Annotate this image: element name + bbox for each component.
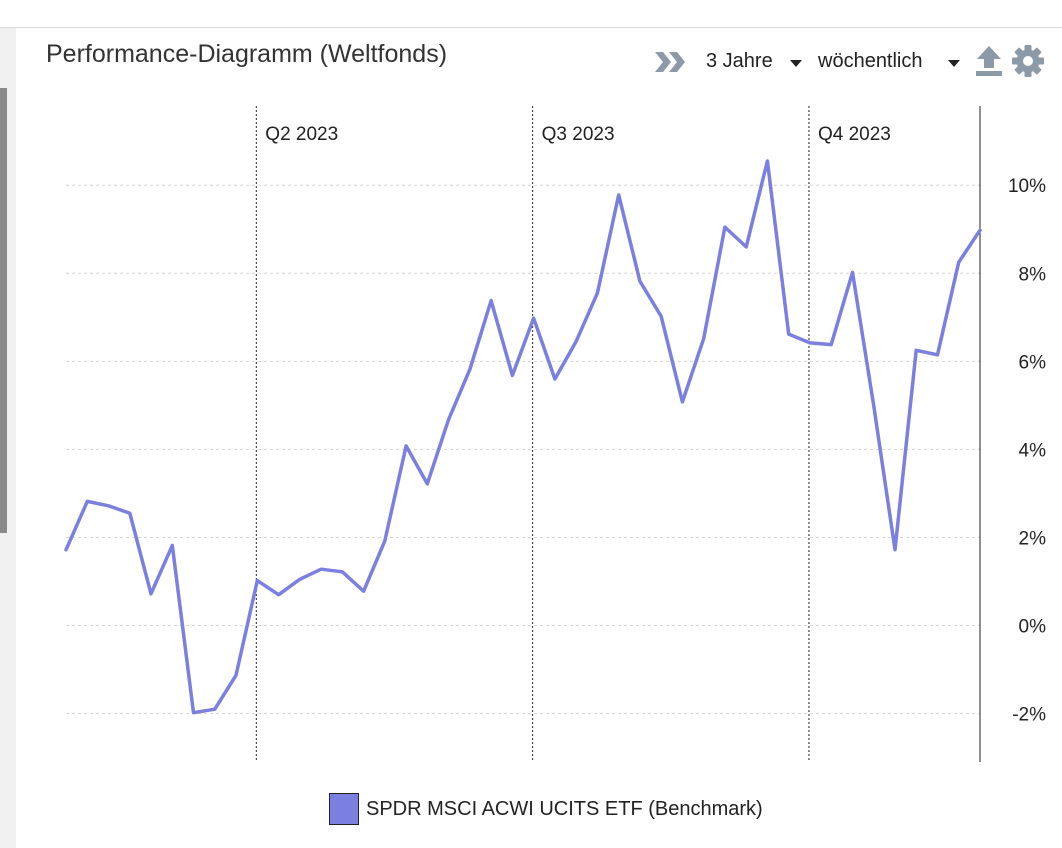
- chevron-down-icon: [790, 60, 802, 67]
- data-point: [723, 225, 727, 229]
- data-point: [383, 539, 387, 543]
- data-point: [425, 482, 429, 486]
- x-tick-label: Q4 2023: [818, 124, 891, 145]
- data-point: [128, 511, 132, 515]
- data-point: [532, 316, 536, 320]
- data-point: [298, 577, 302, 581]
- interval-dropdown-value: wöchentlich: [818, 50, 923, 72]
- data-point: [595, 291, 599, 295]
- data-point: [149, 592, 153, 596]
- data-point: [510, 373, 514, 377]
- data-point: [234, 673, 238, 677]
- y-tick-label: 4%: [1019, 440, 1047, 461]
- data-point: [850, 270, 854, 274]
- data-point: [872, 403, 876, 407]
- chart-legend[interactable]: SPDR MSCI ACWI UCITS ETF (Benchmark): [329, 792, 763, 826]
- legend-label: SPDR MSCI ACWI UCITS ETF (Benchmark): [366, 797, 763, 820]
- data-point: [893, 548, 897, 552]
- chart-controls: 3 Jahre wöchentlich: [16, 44, 1062, 83]
- data-point: [255, 579, 259, 583]
- data-point: [170, 543, 174, 547]
- data-point: [468, 367, 472, 371]
- data-point: [680, 400, 684, 404]
- data-point: [935, 353, 939, 357]
- data-point: [787, 332, 791, 336]
- data-point: [638, 279, 642, 283]
- x-tick-label: Q3 2023: [542, 124, 615, 145]
- y-tick-label: 6%: [1019, 352, 1047, 373]
- legend-swatch: [329, 793, 359, 825]
- data-point: [107, 504, 111, 508]
- data-point: [404, 444, 408, 448]
- data-point: [553, 377, 557, 381]
- top-bar: [0, 0, 1062, 28]
- upload-icon[interactable]: [974, 44, 1004, 83]
- x-tick-label: Q2 2023: [265, 124, 338, 145]
- gear-icon[interactable]: [1011, 44, 1045, 83]
- data-point: [808, 341, 812, 345]
- left-scroll-track[interactable]: [0, 28, 16, 848]
- y-tick-label: 8%: [1019, 264, 1047, 285]
- scrollbar-thumb[interactable]: [0, 88, 7, 533]
- data-point: [914, 348, 918, 352]
- data-point: [85, 499, 89, 503]
- y-tick-label: -2%: [1012, 705, 1046, 726]
- data-point: [64, 548, 68, 552]
- data-point: [957, 260, 961, 264]
- chart-title: Performance-Diagramm (Weltfonds): [46, 40, 448, 68]
- data-point: [744, 245, 748, 249]
- chevron-down-icon: [948, 60, 960, 67]
- data-point: [765, 159, 769, 163]
- y-tick-label: 2%: [1019, 528, 1047, 549]
- data-point: [829, 343, 833, 347]
- y-tick-label: 10%: [1008, 176, 1046, 197]
- data-point: [213, 707, 217, 711]
- data-point: [447, 417, 451, 421]
- data-point: [277, 593, 281, 597]
- data-point: [617, 193, 621, 197]
- data-point: [340, 570, 344, 574]
- data-point: [659, 314, 663, 318]
- data-point: [702, 336, 706, 340]
- data-point: [489, 299, 493, 303]
- period-dropdown-value: 3 Jahre: [706, 50, 773, 72]
- chart-panel: Performance-Diagramm (Weltfonds) 3 Jahre…: [16, 28, 1062, 848]
- performance-line-chart: Q2 2023 Q3 2023 Q4 2023 -2% 0% 2% 4% 6% 8% 10%: [64, 106, 1047, 762]
- series-line: [64, 159, 982, 715]
- data-point: [574, 340, 578, 344]
- y-tick-label: 0%: [1019, 617, 1047, 638]
- data-point: [192, 711, 196, 715]
- fast-forward-icon[interactable]: [653, 48, 689, 81]
- period-dropdown[interactable]: 3 Jahre: [706, 50, 806, 80]
- data-point: [362, 589, 366, 593]
- interval-dropdown[interactable]: wöchentlich: [818, 50, 964, 80]
- data-point: [978, 228, 982, 232]
- data-point: [319, 567, 323, 571]
